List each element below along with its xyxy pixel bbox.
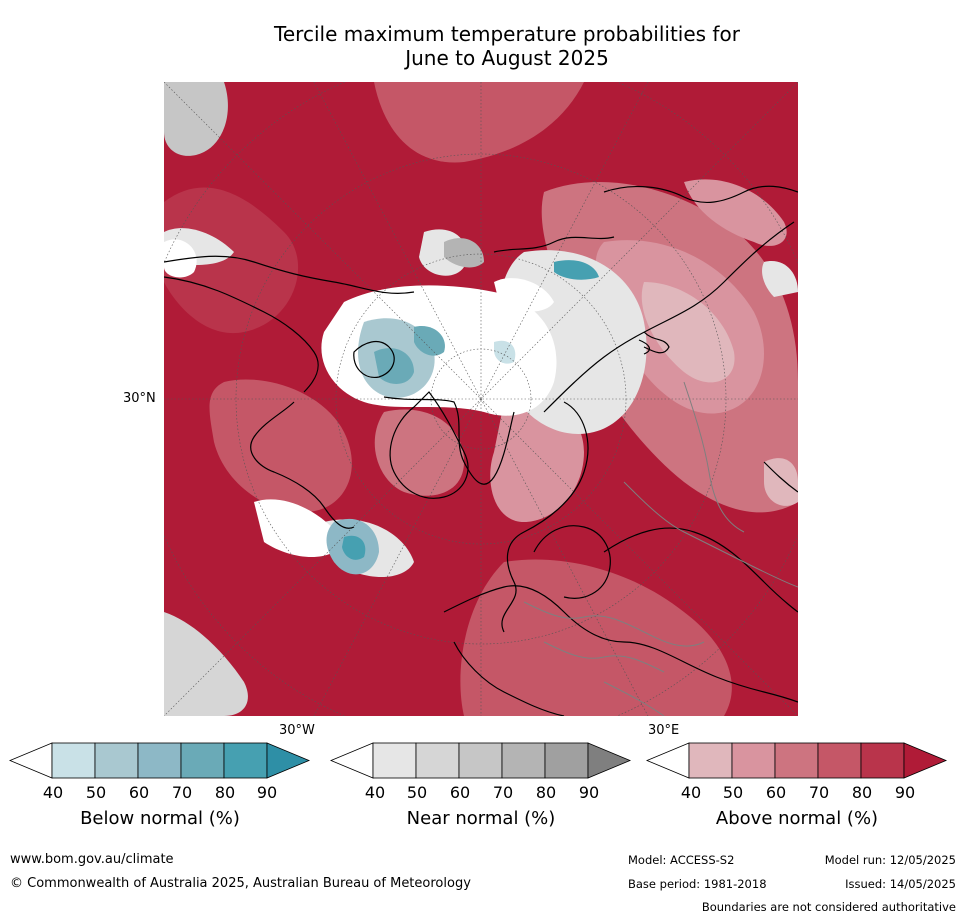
colorbar-segment [774, 742, 819, 779]
issued-text: Issued: 14/05/2025 [845, 877, 956, 891]
colorbar-segment [415, 742, 460, 779]
legend-near-colorbar [329, 742, 632, 779]
colorbar-min-extend [645, 742, 690, 779]
lat-label-30n: 30°N [123, 391, 156, 406]
legend-near-tick: 70 [492, 783, 514, 802]
colorbar-segment [458, 742, 503, 779]
legend-below-colorbar [8, 742, 311, 779]
map-title: Tercile maximum temperature probabilitie… [160, 22, 854, 70]
legend-near-tick: 50 [406, 783, 428, 802]
legend-near-tick: 90 [578, 783, 600, 802]
colorbar-segment [51, 742, 96, 779]
model-text: Model: ACCESS-S2 [628, 853, 735, 867]
colorbar-max-extend [266, 742, 311, 779]
map-svg [164, 82, 798, 716]
legend-below-tick: 40 [42, 783, 64, 802]
legend-above-tick: 60 [765, 783, 787, 802]
colorbar-segment [688, 742, 733, 779]
copyright-text: © Commonwealth of Australia 2025, Austra… [10, 876, 471, 891]
legend-near-label: Near normal (%) [406, 808, 556, 829]
colorbar-min-extend [8, 742, 53, 779]
legend-below-tick: 50 [85, 783, 107, 802]
legend-below-label: Below normal (%) [80, 808, 240, 829]
colorbar-max-extend [587, 742, 632, 779]
lon-label-30e: 30°E [648, 723, 680, 738]
base-period-text: Base period: 1981-2018 [628, 877, 767, 891]
colorbar-segment [501, 742, 546, 779]
legend-near-tick: 40 [364, 783, 386, 802]
legend-above-tick: 90 [894, 783, 916, 802]
forecast-map [164, 82, 798, 716]
legend-above-colorbar [645, 742, 948, 779]
website-text: www.bom.gov.au/climate [10, 852, 174, 867]
model-run-text: Model run: 12/05/2025 [824, 853, 956, 867]
colorbar-min-extend [329, 742, 374, 779]
colorbar-segment [137, 742, 182, 779]
colorbar-segment [860, 742, 905, 779]
colorbar-segment [544, 742, 589, 779]
title-line-2: June to August 2025 [405, 46, 609, 70]
legend-above-tick: 50 [722, 783, 744, 802]
legend-above-tick: 80 [851, 783, 873, 802]
legend-below-tick: 90 [256, 783, 278, 802]
colorbar-segment [94, 742, 139, 779]
coastlines [164, 185, 798, 716]
colorbar-segment [223, 742, 268, 779]
borders [523, 381, 798, 716]
legend-above-tick: 70 [808, 783, 830, 802]
legend-above-label: Above normal (%) [715, 808, 879, 829]
legend-below-tick: 70 [171, 783, 193, 802]
disclaimer-text: Boundaries are not considered authoritat… [701, 900, 956, 914]
lon-label-30w: 30°W [279, 723, 315, 738]
colorbar-segment [731, 742, 776, 779]
colorbar-segment [817, 742, 862, 779]
colorbar-max-extend [903, 742, 948, 779]
legend-below-tick: 80 [214, 783, 236, 802]
colorbar-segment [372, 742, 417, 779]
legend-below-tick: 60 [128, 783, 150, 802]
legend-near-tick: 60 [449, 783, 471, 802]
graticule [164, 82, 798, 716]
legend-near-tick: 80 [535, 783, 557, 802]
legend-above-tick: 40 [680, 783, 702, 802]
colorbar-segment [180, 742, 225, 779]
title-line-1: Tercile maximum temperature probabilitie… [274, 22, 740, 46]
